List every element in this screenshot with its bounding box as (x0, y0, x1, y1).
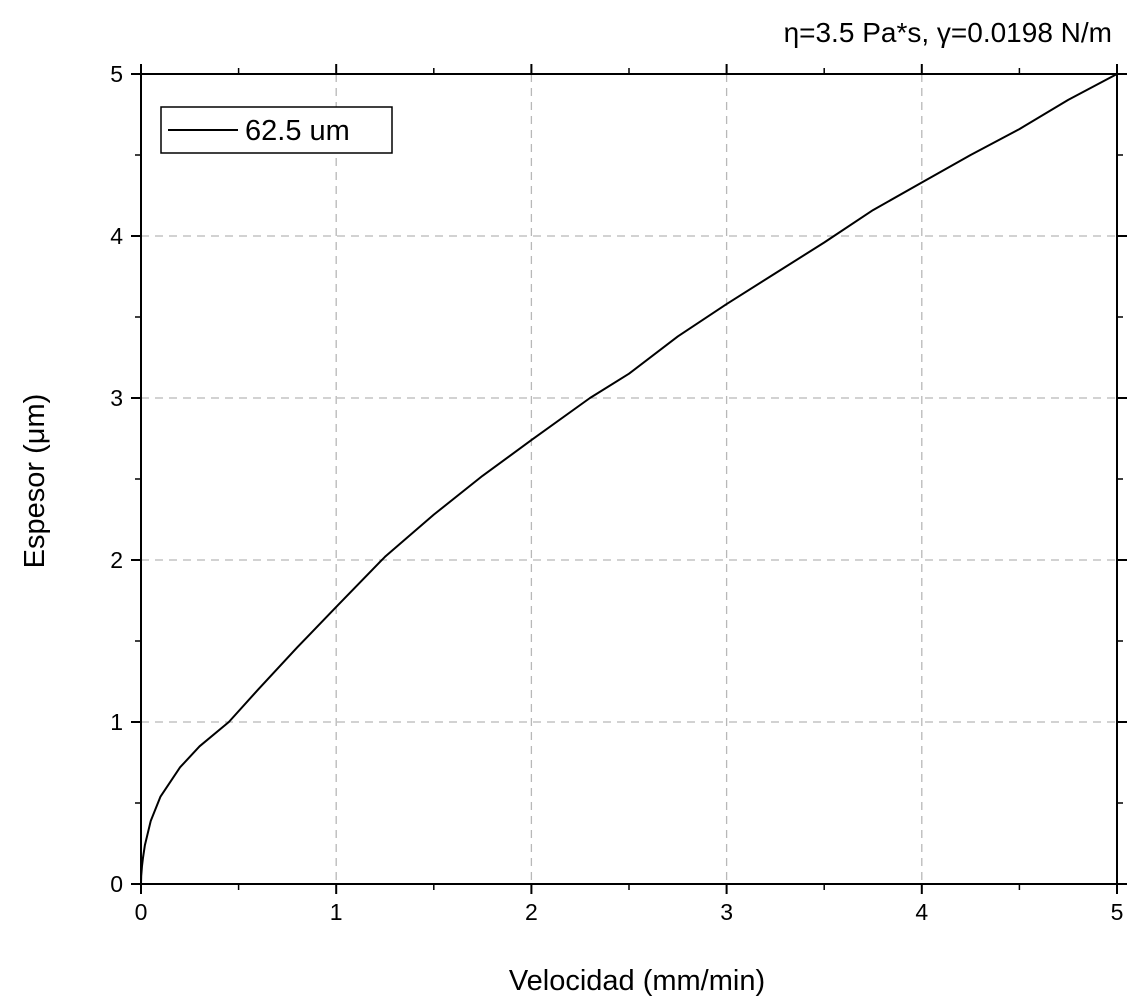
series-layer (140, 73, 1118, 885)
y-tick-label: 5 (110, 61, 123, 87)
chart-title: η=3.5 Pa*s, γ=0.0198 N/m (784, 17, 1112, 48)
legend: 62.5 um (160, 106, 393, 154)
x-tick-label: 0 (135, 899, 148, 925)
series-line-62-5-um (140, 73, 1118, 885)
grid-lines (141, 74, 1117, 884)
x-tick-label: 2 (525, 899, 538, 925)
y-tick-label: 4 (110, 223, 123, 249)
legend-label-62-5-um: 62.5 um (245, 115, 350, 147)
x-tick-label: 1 (330, 899, 343, 925)
y-tick-label: 2 (110, 547, 123, 573)
y-tick-label: 1 (110, 709, 123, 735)
y-axis-title: Espesor (μm) (19, 394, 51, 569)
axis-ticks: 0 1 2 3 4 5 0 1 2 3 4 5 (110, 61, 1127, 925)
x-tick-label: 3 (720, 899, 733, 925)
plot-frame (140, 73, 1118, 885)
x-tick-label: 4 (915, 899, 928, 925)
y-tick-label: 0 (110, 871, 123, 897)
y-tick-label: 3 (110, 385, 123, 411)
x-axis-title: Velocidad (mm/min) (509, 965, 765, 997)
x-tick-label: 5 (1111, 899, 1124, 925)
